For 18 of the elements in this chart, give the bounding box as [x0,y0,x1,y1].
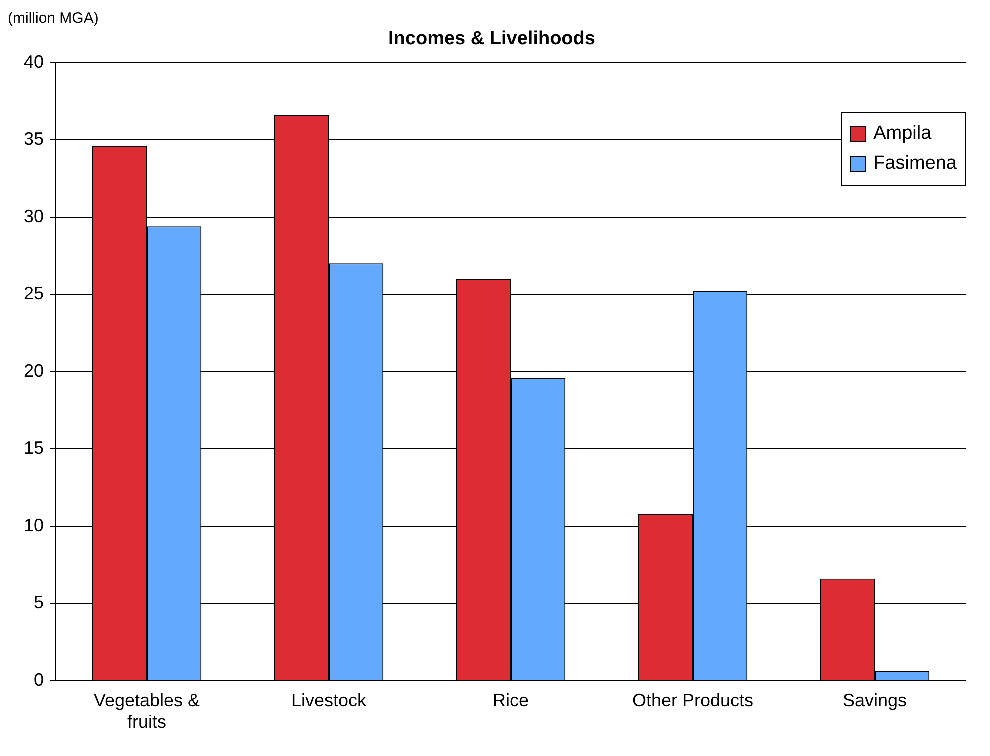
x-tick-label: Vegetables & fruits [94,690,200,732]
y-axis-title: (million MGA) [8,10,99,27]
y-tick-label: 5 [34,592,44,613]
chart-title: Incomes & Livelihoods [388,28,596,50]
x-tick-label: Other Products [632,690,754,711]
x-tick-label: Rice [493,690,530,711]
x-tick-label: Livestock [291,690,368,711]
y-tick-label: 30 [24,206,44,226]
y-tick-label: 25 [24,284,44,304]
y-tick-label: 15 [24,438,44,458]
legend-label: Ampila [874,122,932,146]
y-tick-label: 20 [24,360,44,381]
y-tick-label: 35 [24,129,44,150]
y-tick-label: 0 [34,670,44,690]
legend-label: Fasimena [874,152,957,176]
x-tick-label: Savings [842,690,908,711]
y-tick-label: 40 [24,52,44,72]
y-tick-label: 10 [24,515,44,536]
